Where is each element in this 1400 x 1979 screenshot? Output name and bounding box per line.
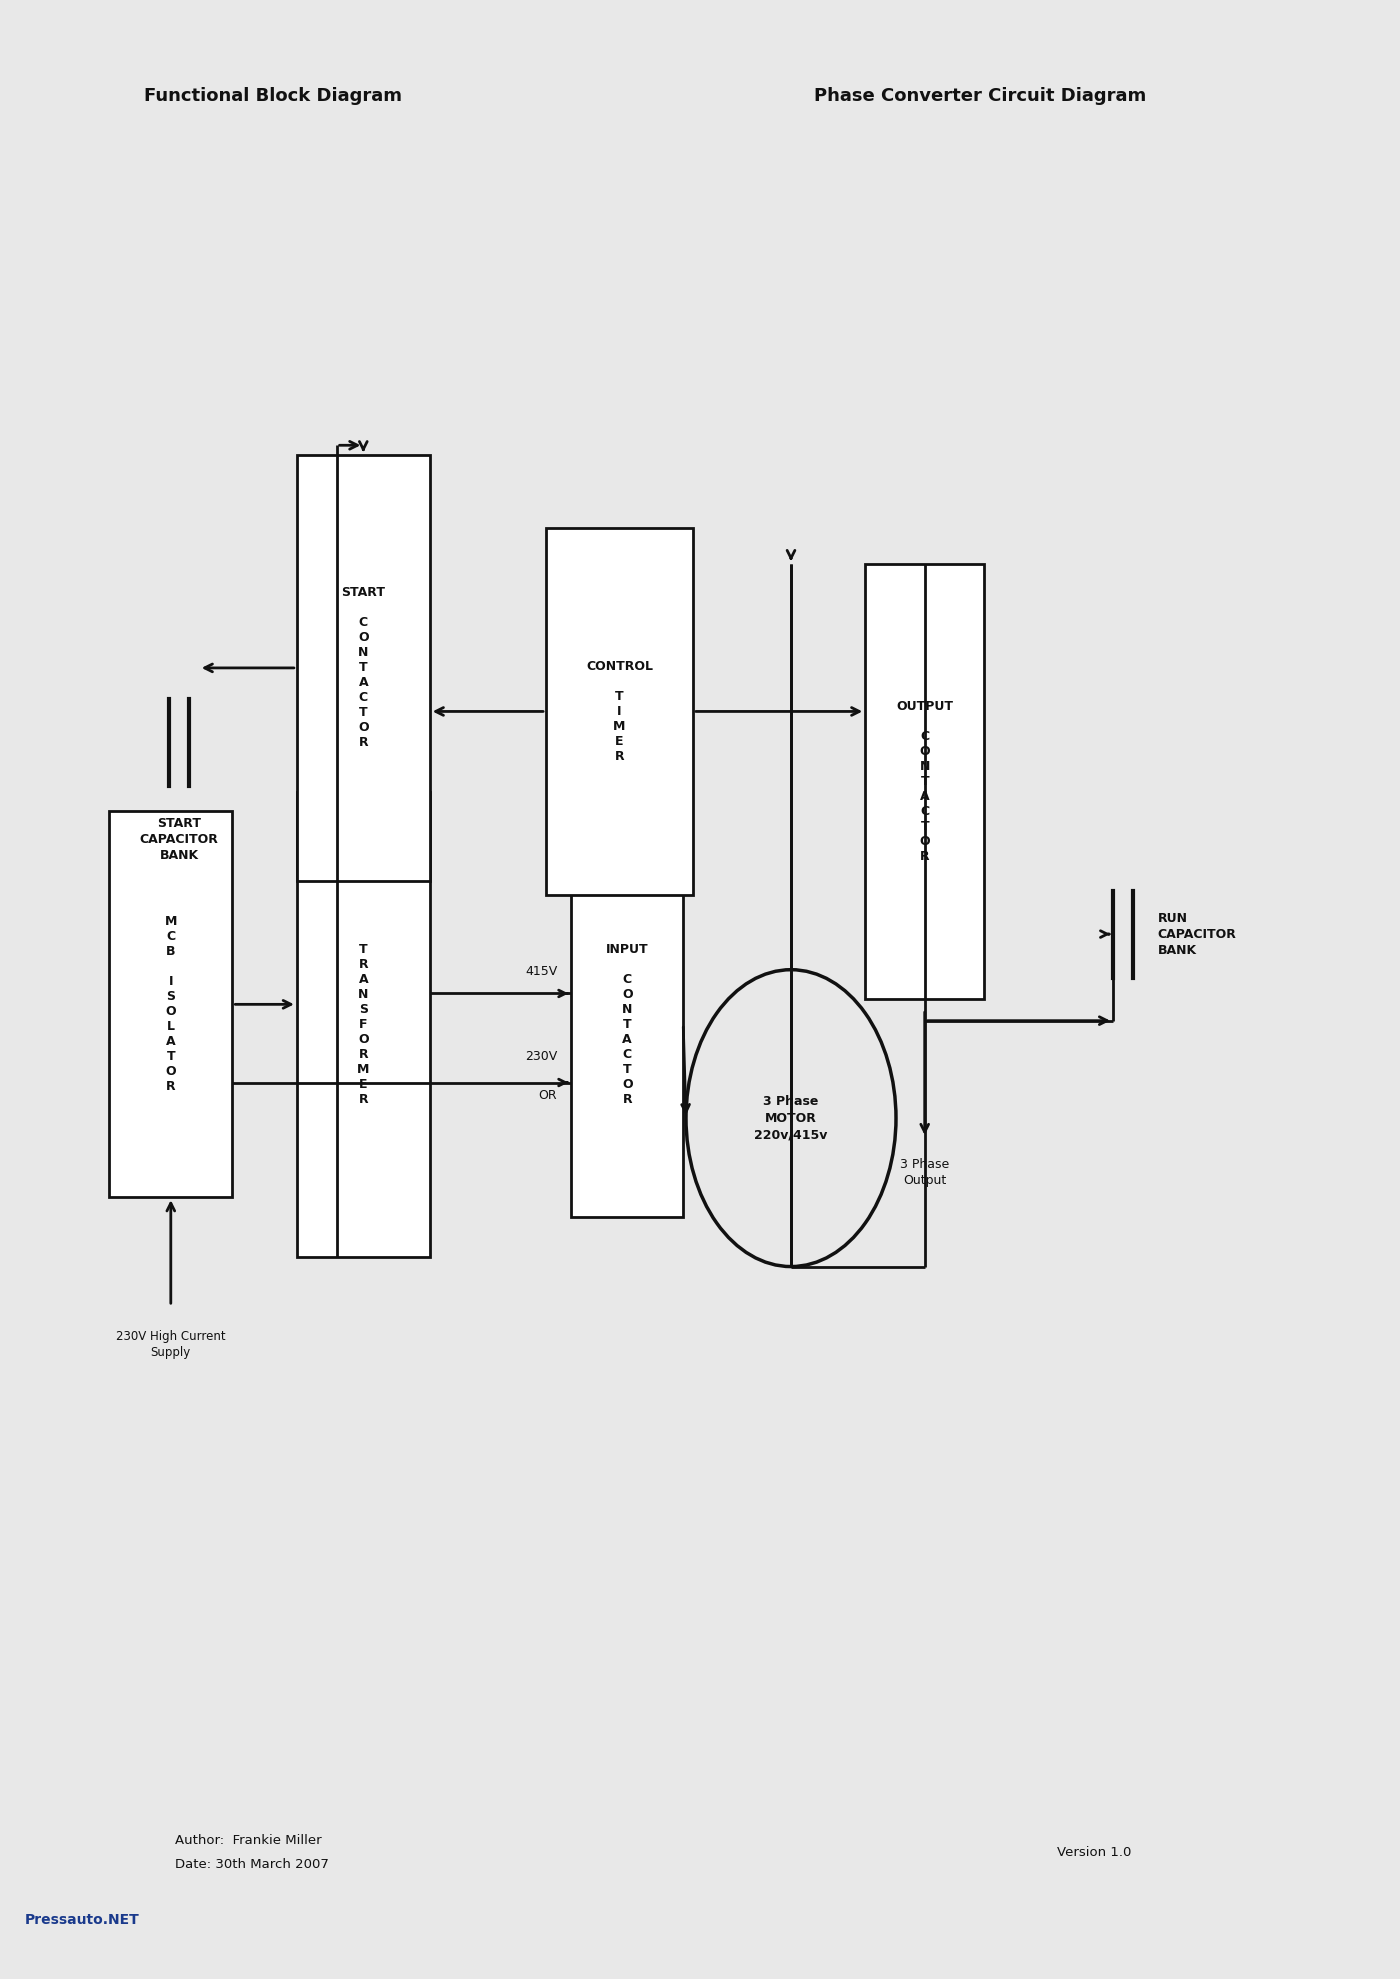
- FancyBboxPatch shape: [109, 811, 232, 1197]
- Text: T
R
A
N
S
F
O
R
M
E
R: T R A N S F O R M E R: [357, 942, 370, 1106]
- Text: Author:  Frankie Miller: Author: Frankie Miller: [175, 1835, 322, 1846]
- Text: 3 Phase
MOTOR
220v/415v: 3 Phase MOTOR 220v/415v: [755, 1094, 827, 1142]
- Text: 230V High Current
Supply: 230V High Current Supply: [116, 1330, 225, 1360]
- Text: CONTROL

T
I
M
E
R: CONTROL T I M E R: [587, 659, 652, 764]
- Text: Pressauto.NET: Pressauto.NET: [25, 1912, 140, 1928]
- Text: 415V: 415V: [525, 964, 557, 978]
- FancyBboxPatch shape: [546, 528, 693, 895]
- Text: 3 Phase
Output: 3 Phase Output: [900, 1158, 949, 1187]
- FancyBboxPatch shape: [571, 831, 683, 1217]
- Text: OR: OR: [539, 1088, 557, 1102]
- Text: RUN
CAPACITOR
BANK: RUN CAPACITOR BANK: [1158, 912, 1236, 956]
- FancyBboxPatch shape: [297, 455, 430, 881]
- Text: Version 1.0: Version 1.0: [1057, 1846, 1131, 1858]
- Text: Functional Block Diagram: Functional Block Diagram: [144, 87, 402, 105]
- Text: M
C
B

I
S
O
L
A
T
O
R: M C B I S O L A T O R: [165, 916, 176, 1092]
- Text: Date: 30th March 2007: Date: 30th March 2007: [175, 1858, 329, 1870]
- FancyBboxPatch shape: [865, 564, 984, 999]
- Text: INPUT

C
O
N
T
A
C
T
O
R: INPUT C O N T A C T O R: [606, 942, 648, 1106]
- Text: OUTPUT

C
O
N
T
A
C
T
O
R: OUTPUT C O N T A C T O R: [896, 701, 953, 863]
- Text: Phase Converter Circuit Diagram: Phase Converter Circuit Diagram: [813, 87, 1147, 105]
- Text: START
CAPACITOR
BANK: START CAPACITOR BANK: [140, 817, 218, 863]
- FancyBboxPatch shape: [297, 792, 430, 1257]
- Text: 230V: 230V: [525, 1049, 557, 1063]
- Text: START

C
O
N
T
A
C
T
O
R: START C O N T A C T O R: [342, 586, 385, 750]
